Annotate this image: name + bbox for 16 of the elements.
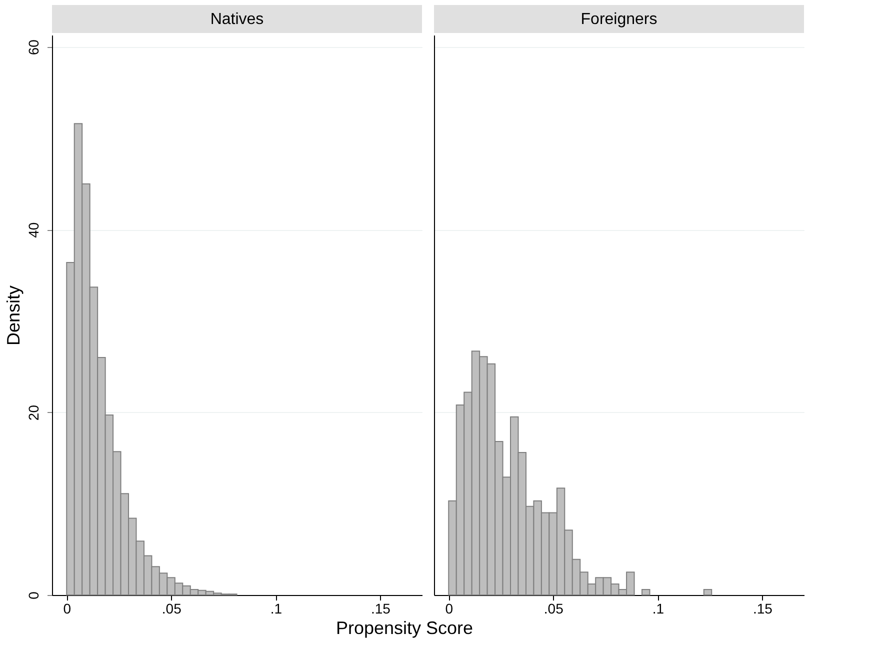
x-tick-label: .15	[752, 600, 773, 616]
y-tick-label: 0	[26, 591, 42, 600]
y-tick-label: 60	[26, 39, 42, 56]
y-tick-label: 20	[26, 404, 42, 421]
x-axis-title: Propensity Score	[336, 618, 474, 638]
y-tick-label: 40	[26, 222, 42, 238]
x-tick-label: 0	[445, 600, 454, 616]
chart-title: Foreigners	[580, 11, 658, 28]
x-tick-label: .05	[544, 600, 564, 616]
y-axis-title: Density	[4, 285, 24, 346]
x-tick-label: .1	[270, 600, 282, 616]
x-tick-label: .05	[162, 600, 182, 616]
x-tick-label: 0	[63, 600, 72, 616]
x-tick-label: .1	[652, 600, 664, 616]
chart-title: Natives	[210, 11, 264, 28]
x-tick-label: .15	[370, 600, 391, 616]
